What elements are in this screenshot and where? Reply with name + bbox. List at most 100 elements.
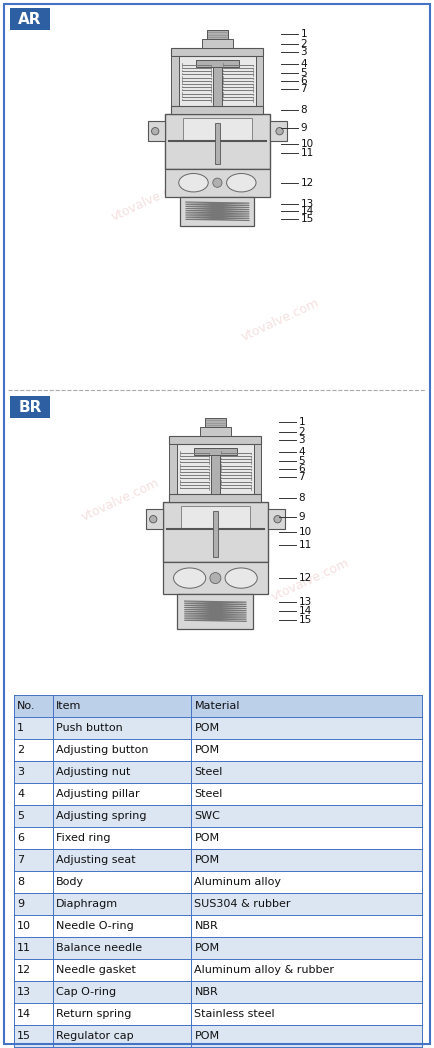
Bar bbox=[171, 56, 179, 106]
Bar bbox=[14, 849, 422, 871]
Text: Adjusting button: Adjusting button bbox=[56, 745, 148, 755]
Bar bbox=[200, 428, 231, 436]
Bar bbox=[14, 915, 422, 937]
Text: POM: POM bbox=[194, 1031, 220, 1041]
Bar bbox=[181, 506, 250, 529]
Text: 1: 1 bbox=[300, 28, 307, 39]
Bar bbox=[207, 30, 227, 39]
Text: vtovalve.com: vtovalve.com bbox=[239, 297, 321, 344]
Bar bbox=[270, 122, 287, 141]
Text: POM: POM bbox=[194, 855, 220, 865]
Text: 2: 2 bbox=[298, 427, 305, 437]
Text: POM: POM bbox=[194, 943, 220, 953]
Text: Adjusting seat: Adjusting seat bbox=[56, 855, 135, 865]
Bar bbox=[215, 123, 220, 165]
Text: SWC: SWC bbox=[194, 811, 220, 821]
Text: NBR: NBR bbox=[194, 921, 218, 931]
Bar bbox=[179, 56, 256, 106]
Ellipse shape bbox=[227, 174, 256, 192]
Ellipse shape bbox=[213, 178, 222, 188]
Text: 15: 15 bbox=[300, 215, 314, 224]
Bar bbox=[169, 436, 261, 443]
Bar bbox=[181, 197, 254, 226]
Text: 14: 14 bbox=[300, 206, 314, 216]
Text: vtovalve.com: vtovalve.com bbox=[159, 847, 241, 894]
Bar bbox=[148, 122, 164, 141]
Text: 1: 1 bbox=[298, 417, 305, 427]
Text: Adjusting pillar: Adjusting pillar bbox=[56, 789, 139, 799]
Text: Adjusting spring: Adjusting spring bbox=[56, 811, 146, 821]
Text: 14: 14 bbox=[17, 1009, 31, 1019]
Text: 7: 7 bbox=[17, 855, 24, 865]
Text: 6: 6 bbox=[298, 464, 305, 474]
Text: 6: 6 bbox=[17, 833, 24, 843]
Text: Aluminum alloy: Aluminum alloy bbox=[194, 877, 282, 887]
Ellipse shape bbox=[151, 128, 159, 135]
Bar bbox=[196, 61, 239, 67]
Bar bbox=[211, 455, 220, 495]
Text: Diaphragm: Diaphragm bbox=[56, 899, 118, 909]
Bar bbox=[10, 8, 50, 30]
Ellipse shape bbox=[210, 572, 221, 584]
Bar bbox=[14, 805, 422, 827]
Bar bbox=[14, 1025, 422, 1047]
Text: BR: BR bbox=[18, 399, 42, 415]
Text: 4: 4 bbox=[300, 59, 307, 68]
Text: 10: 10 bbox=[300, 139, 313, 149]
Text: Push button: Push button bbox=[56, 723, 122, 733]
Text: Aluminum alloy & rubber: Aluminum alloy & rubber bbox=[194, 965, 335, 975]
Bar bbox=[146, 509, 162, 529]
Bar bbox=[169, 495, 261, 502]
Text: 2: 2 bbox=[17, 745, 24, 755]
Text: Needle O-ring: Needle O-ring bbox=[56, 921, 134, 931]
Text: 3: 3 bbox=[17, 767, 24, 777]
Bar bbox=[14, 1003, 422, 1025]
Bar bbox=[268, 509, 285, 529]
Text: Stainless steel: Stainless steel bbox=[194, 1009, 275, 1019]
Bar bbox=[14, 717, 422, 739]
Text: 13: 13 bbox=[17, 987, 31, 997]
Text: 7: 7 bbox=[298, 472, 305, 482]
Text: 9: 9 bbox=[298, 511, 305, 522]
Bar bbox=[14, 827, 422, 849]
Text: Steel: Steel bbox=[194, 767, 223, 777]
Text: 4: 4 bbox=[17, 789, 24, 799]
Bar bbox=[10, 396, 50, 418]
Bar bbox=[14, 893, 422, 915]
Text: 15: 15 bbox=[17, 1031, 31, 1041]
Text: 10: 10 bbox=[17, 921, 31, 931]
Text: 10: 10 bbox=[298, 527, 312, 537]
Text: 12: 12 bbox=[300, 178, 314, 188]
Text: 3: 3 bbox=[298, 435, 305, 445]
Text: No.: No. bbox=[17, 701, 36, 711]
Text: 12: 12 bbox=[17, 965, 31, 975]
Text: 7: 7 bbox=[300, 84, 307, 93]
Text: Adjusting nut: Adjusting nut bbox=[56, 767, 130, 777]
Bar bbox=[14, 761, 422, 783]
Bar bbox=[171, 106, 263, 114]
Text: Steel: Steel bbox=[194, 789, 223, 799]
Text: Cap O-ring: Cap O-ring bbox=[56, 987, 116, 997]
Ellipse shape bbox=[174, 568, 206, 588]
Bar bbox=[178, 594, 253, 629]
Bar bbox=[213, 511, 218, 556]
Text: 2: 2 bbox=[300, 39, 307, 49]
Text: Item: Item bbox=[56, 701, 81, 711]
Text: 9: 9 bbox=[300, 123, 307, 132]
Bar bbox=[14, 695, 422, 717]
Bar bbox=[162, 502, 268, 562]
Bar bbox=[14, 981, 422, 1003]
Text: AR: AR bbox=[18, 12, 42, 26]
Ellipse shape bbox=[225, 568, 257, 588]
Bar bbox=[177, 443, 254, 495]
Text: 5: 5 bbox=[17, 811, 24, 821]
Text: NBR: NBR bbox=[194, 987, 218, 997]
Text: 5: 5 bbox=[298, 457, 305, 466]
Text: 3: 3 bbox=[300, 47, 307, 57]
Text: Regulator cap: Regulator cap bbox=[56, 1031, 133, 1041]
Text: 12: 12 bbox=[298, 572, 312, 583]
Text: 1: 1 bbox=[17, 723, 24, 733]
Text: 8: 8 bbox=[17, 877, 24, 887]
Bar bbox=[194, 449, 237, 455]
Text: Return spring: Return spring bbox=[56, 1009, 131, 1019]
